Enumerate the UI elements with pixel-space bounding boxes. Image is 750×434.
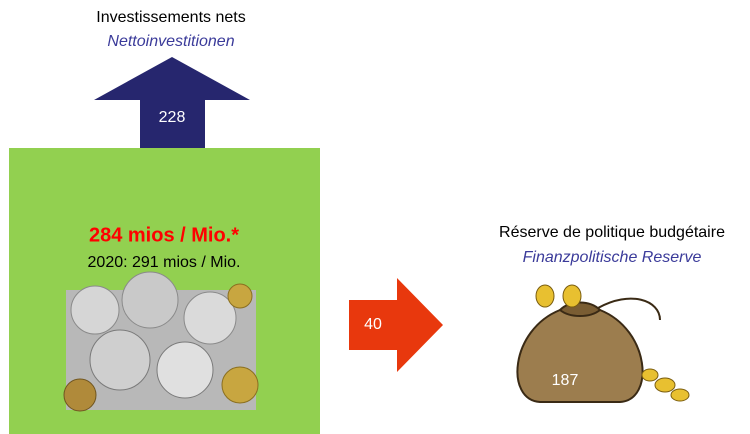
diagram: Investissements nets Nettoinvestitionen …	[0, 0, 750, 434]
total-headline: 284 mios / Mio.*	[89, 224, 239, 246]
reserve-label-de: Finanzpolitische Reserve	[523, 249, 702, 266]
investments-label-de: Nettoinvestitionen	[107, 33, 234, 50]
reserve-label: Réserve de politique budgétaire	[499, 224, 725, 241]
total-previous: 2020: 291 mios / Mio.	[88, 254, 241, 271]
transfer-value: 40	[364, 316, 382, 333]
right-arrow	[349, 278, 443, 372]
up-arrow	[94, 57, 250, 148]
coins-image	[64, 272, 258, 411]
money-bag	[517, 285, 689, 402]
investments-label: Investissements nets	[96, 9, 245, 26]
investments-value: 228	[159, 109, 186, 126]
reserve-balance: 187	[552, 372, 579, 389]
